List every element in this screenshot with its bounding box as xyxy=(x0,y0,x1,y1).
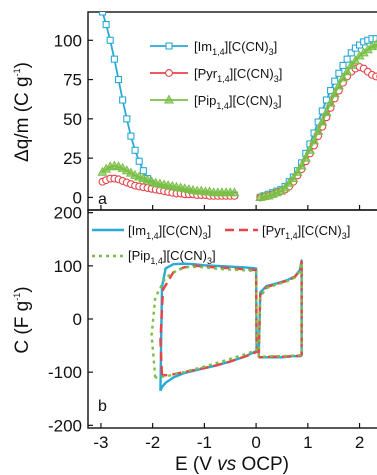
data-point xyxy=(284,177,295,187)
data-point xyxy=(339,61,347,69)
data-point xyxy=(123,115,131,123)
panel-a-legend: [Im1,4][C(CN)3] [Pyr1,4][C(CN)3] [Pip1,4][… xyxy=(150,39,282,111)
legend-label: [Im1,4][C(CN)3] xyxy=(194,39,277,57)
x-tick-label: -2 xyxy=(145,433,160,452)
panel-a-y-ticks: 0 25 50 75 100 xyxy=(54,31,93,207)
data-point xyxy=(292,166,303,176)
data-point xyxy=(131,146,139,154)
data-point xyxy=(304,144,315,154)
cv-series-solid xyxy=(159,259,303,392)
cv-loop xyxy=(150,265,258,379)
y-tick-label: 75 xyxy=(63,71,82,90)
legend-label: [Pyr1,4][C(CN)3] xyxy=(262,223,350,241)
series-triangle xyxy=(97,39,377,201)
data-point xyxy=(347,49,355,57)
x-tick-label: 1 xyxy=(303,433,312,452)
data-point xyxy=(329,88,340,98)
panel-b-legend: [Im1,4][C(CN)3] [Pyr1,4][C(CN)3] [Pip1,4][… xyxy=(92,223,350,266)
panel-b-y-ticks: -200 -100 0 100 200 xyxy=(48,204,93,435)
legend-marker xyxy=(165,42,173,50)
data-point xyxy=(110,55,118,63)
panel-b: b -200 -100 0 100 200 [Im1,4][C(CN)3] [Pyr1,4… xyxy=(12,204,377,435)
data-point xyxy=(313,125,324,135)
x-tick-label: 2 xyxy=(355,433,364,452)
data-point xyxy=(127,132,135,140)
legend-marker xyxy=(165,69,173,77)
data-point xyxy=(119,96,127,104)
x-tick-label: 0 xyxy=(251,433,260,452)
data-point xyxy=(350,55,361,65)
data-point xyxy=(135,157,143,165)
y-tick-label: 200 xyxy=(54,204,82,223)
y-tick-label: -100 xyxy=(48,363,82,382)
x-tick-label: -1 xyxy=(197,433,212,452)
data-point xyxy=(139,167,147,175)
legend-label: [Im1,4][C(CN)3] xyxy=(128,223,211,241)
legend-label: [Pip1,4][C(CN)3] xyxy=(194,93,282,111)
x-axis-ticks: -3 -2 -1 0 1 2 xyxy=(93,205,364,452)
y-tick-label: 25 xyxy=(63,149,82,168)
panel-a-label: a xyxy=(98,191,107,208)
data-point xyxy=(325,97,336,107)
cv-series-dotted xyxy=(150,261,303,379)
data-point xyxy=(106,36,114,44)
y-tick-label: 0 xyxy=(73,310,82,329)
data-point xyxy=(343,55,351,63)
data-point xyxy=(335,69,343,77)
x-tick-label: -3 xyxy=(93,433,108,452)
panel-b-label: b xyxy=(98,398,107,415)
panel-b-y-axis-label: C (F g-1) xyxy=(12,286,33,353)
data-point xyxy=(114,76,123,84)
data-point xyxy=(346,59,357,69)
y-tick-label: 0 xyxy=(73,188,82,207)
y-tick-label: -200 xyxy=(48,416,82,435)
data-point xyxy=(337,72,349,82)
data-point xyxy=(342,66,353,76)
data-point xyxy=(331,77,339,85)
panel-a: a 0 25 50 75 100 [Im1,4][C(CN)3] [Pyr1,4][C(C… xyxy=(12,11,377,211)
data-point xyxy=(296,160,307,170)
legend-marker xyxy=(163,94,175,104)
panel-b-frame xyxy=(87,209,377,429)
panel-a-y-axis-label: Δq/m (C g-1) xyxy=(12,62,33,162)
legend-label: [Pip1,4][C(CN)3] xyxy=(128,248,216,266)
data-point xyxy=(280,182,291,192)
cv-loop xyxy=(257,260,303,359)
cv-loop xyxy=(159,262,258,392)
data-point xyxy=(333,80,344,90)
panel-b-series xyxy=(150,259,303,392)
data-point xyxy=(98,12,107,16)
data-point xyxy=(229,187,240,197)
data-point xyxy=(102,21,110,29)
data-point xyxy=(317,116,328,126)
data-point xyxy=(288,173,299,183)
y-tick-label: 50 xyxy=(63,110,82,129)
y-tick-label: 100 xyxy=(54,257,82,276)
data-point xyxy=(321,107,332,117)
x-axis-label: E (V vs OCP) xyxy=(175,454,289,475)
data-point xyxy=(308,135,320,145)
cv-loop xyxy=(159,264,258,377)
y-tick-label: 100 xyxy=(54,31,82,50)
panel-a-series xyxy=(97,12,377,202)
data-point xyxy=(300,152,311,162)
legend-label: [Pyr1,4][C(CN)3] xyxy=(194,66,282,84)
data-point xyxy=(372,72,377,81)
